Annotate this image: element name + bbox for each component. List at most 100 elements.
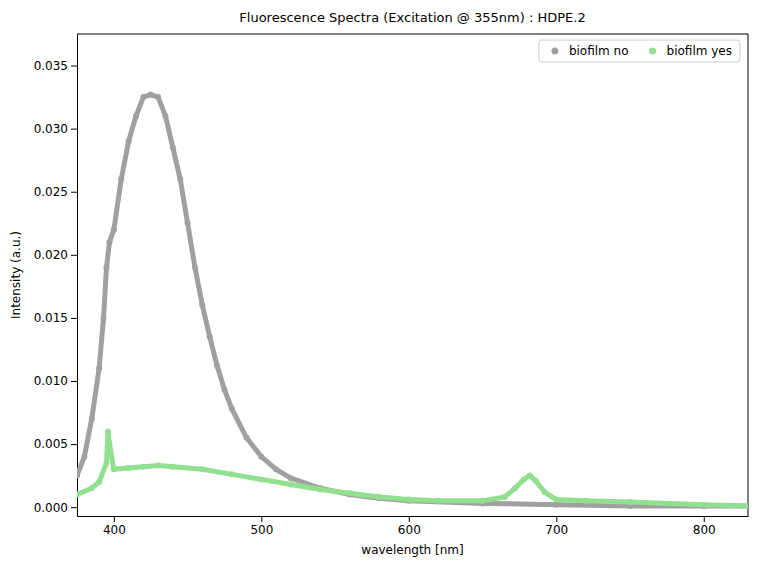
point bbox=[541, 489, 547, 495]
x-tick-label: 500 bbox=[250, 523, 273, 537]
y-tick-mark bbox=[71, 192, 77, 193]
point bbox=[77, 492, 80, 498]
x-tick: 800 bbox=[693, 516, 716, 537]
x-axis-title: wavelength [nm] bbox=[361, 543, 463, 557]
x-tick-label: 400 bbox=[103, 523, 126, 537]
point bbox=[148, 92, 154, 98]
point bbox=[89, 485, 95, 491]
y-tick-label: 0.025 bbox=[34, 185, 68, 199]
point bbox=[288, 481, 294, 487]
point bbox=[103, 460, 109, 466]
point bbox=[258, 454, 264, 460]
point bbox=[118, 176, 124, 182]
x-tick-mark bbox=[556, 516, 557, 522]
y-axis-title: Intensity (a.u.) bbox=[9, 231, 23, 319]
y-tick-label: 0.005 bbox=[34, 437, 68, 451]
point bbox=[527, 473, 533, 479]
legend-item: biofilm no bbox=[551, 44, 628, 58]
point bbox=[229, 406, 235, 412]
point bbox=[126, 138, 132, 144]
point bbox=[126, 465, 132, 471]
y-tick: 0.025 bbox=[34, 185, 77, 199]
y-tick-mark bbox=[71, 66, 77, 67]
point bbox=[81, 454, 87, 460]
x-tick-label: 700 bbox=[545, 523, 568, 537]
point bbox=[406, 497, 412, 503]
y-tick-label: 0.030 bbox=[34, 122, 68, 136]
point bbox=[77, 473, 80, 479]
point bbox=[155, 463, 161, 469]
x-tick: 600 bbox=[398, 516, 421, 537]
chart: 400 500 600 700 800 0.000 0.005 0.010 0.015 0.020… bbox=[0, 0, 758, 564]
point bbox=[512, 485, 518, 491]
y-tick-label: 0.035 bbox=[34, 59, 68, 73]
x-tick-mark bbox=[704, 516, 705, 522]
x-tick: 400 bbox=[103, 516, 126, 537]
point bbox=[133, 113, 139, 119]
point bbox=[105, 428, 111, 434]
point bbox=[111, 466, 117, 472]
point bbox=[199, 466, 205, 472]
legend-box bbox=[539, 40, 740, 62]
point bbox=[480, 498, 486, 504]
y-tick: 0.015 bbox=[34, 311, 77, 325]
y-tick-mark bbox=[71, 318, 77, 319]
legend-marker bbox=[551, 48, 558, 55]
point bbox=[101, 315, 107, 321]
point bbox=[106, 441, 112, 447]
point bbox=[140, 464, 146, 470]
point bbox=[376, 494, 382, 500]
y-tick: 0.035 bbox=[34, 59, 77, 73]
point bbox=[745, 503, 748, 509]
point bbox=[502, 494, 508, 500]
frame-top bbox=[77, 34, 748, 35]
point bbox=[221, 387, 227, 393]
point bbox=[170, 464, 176, 470]
point bbox=[214, 363, 220, 369]
point bbox=[701, 502, 707, 508]
point bbox=[106, 239, 112, 245]
x-tick-mark bbox=[114, 516, 115, 522]
y-tick: 0.005 bbox=[34, 437, 77, 451]
legend-label: biofilm no bbox=[569, 44, 629, 58]
point bbox=[170, 145, 176, 151]
y-tick: 0.000 bbox=[34, 501, 77, 515]
y-tick-label: 0.010 bbox=[34, 374, 68, 388]
point bbox=[244, 435, 250, 441]
legend-label: biofilm yes bbox=[667, 44, 732, 58]
series bbox=[77, 92, 748, 509]
y-tick-mark bbox=[71, 444, 77, 445]
point bbox=[185, 220, 191, 226]
y-tick-mark bbox=[71, 381, 77, 382]
legend: biofilm no biofilm yes bbox=[539, 40, 740, 62]
y-axis-line bbox=[77, 35, 78, 517]
point bbox=[229, 471, 235, 477]
x-tick-label: 600 bbox=[398, 523, 421, 537]
x-tick-mark bbox=[261, 516, 262, 522]
point bbox=[347, 490, 353, 496]
x-tick-mark bbox=[409, 516, 410, 522]
x-axis: 400 500 600 700 800 bbox=[78, 516, 749, 537]
y-tick-label: 0.000 bbox=[34, 501, 68, 515]
point bbox=[627, 499, 633, 505]
point bbox=[103, 264, 109, 270]
y-axis: 0.000 0.005 0.010 0.015 0.020 0.025 0.030 0.035 bbox=[34, 35, 78, 517]
point bbox=[111, 227, 117, 233]
y-tick: 0.010 bbox=[34, 374, 77, 388]
series-trace bbox=[77, 95, 748, 506]
x-tick-label: 800 bbox=[693, 523, 716, 537]
point bbox=[96, 365, 102, 371]
legend-item: biofilm yes bbox=[649, 44, 732, 58]
y-tick-label: 0.015 bbox=[34, 311, 68, 325]
point bbox=[288, 475, 294, 481]
point bbox=[521, 476, 527, 482]
y-tick-mark bbox=[71, 129, 77, 130]
y-tick-label: 0.020 bbox=[34, 248, 68, 262]
point bbox=[177, 176, 183, 182]
legend-marker bbox=[649, 48, 656, 55]
point bbox=[435, 498, 441, 504]
y-tick: 0.020 bbox=[34, 248, 77, 262]
frame-right bbox=[748, 34, 749, 516]
plot: 400 500 600 700 800 0.000 0.005 0.010 0.015 0.020… bbox=[34, 34, 751, 537]
point bbox=[162, 113, 168, 119]
